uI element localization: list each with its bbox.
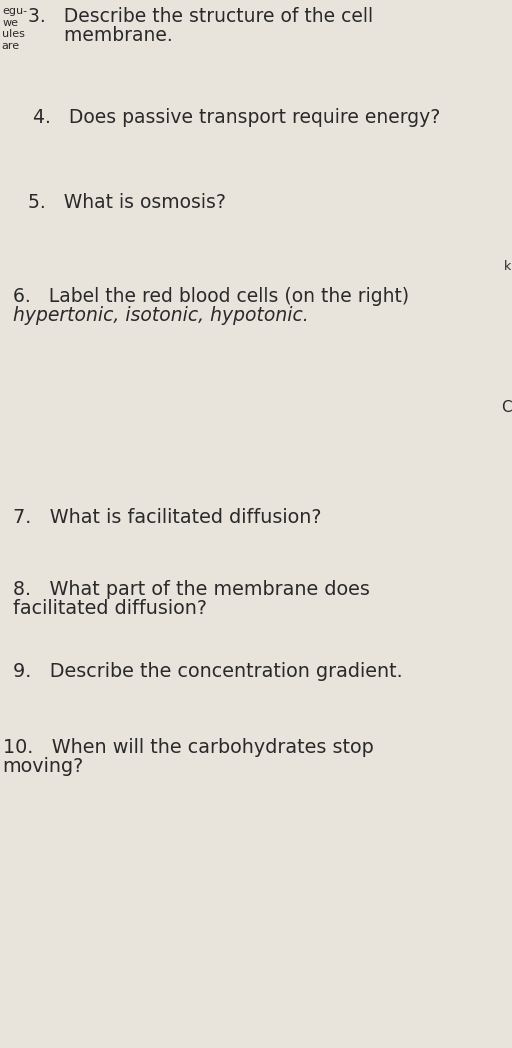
Text: 5.   What is osmosis?: 5. What is osmosis? xyxy=(28,193,226,212)
Text: 4.   Does passive transport require energy?: 4. Does passive transport require energy… xyxy=(33,108,440,127)
Text: C: C xyxy=(501,400,511,415)
Text: 10.   When will the carbohydrates stop: 10. When will the carbohydrates stop xyxy=(3,738,373,757)
Text: ules: ules xyxy=(2,29,25,40)
Text: egu-: egu- xyxy=(3,6,28,17)
Text: 9.   Describe the concentration gradient.: 9. Describe the concentration gradient. xyxy=(13,662,402,681)
Text: facilitated diffusion?: facilitated diffusion? xyxy=(13,599,207,618)
Text: 3.   Describe the structure of the cell: 3. Describe the structure of the cell xyxy=(28,7,373,26)
Text: are: are xyxy=(2,41,19,51)
Text: membrane.: membrane. xyxy=(28,26,173,45)
Text: 6.   Label the red blood cells (on the right): 6. Label the red blood cells (on the rig… xyxy=(13,287,409,306)
Text: hypertonic, isotonic, hypotonic.: hypertonic, isotonic, hypotonic. xyxy=(13,306,309,325)
Text: we: we xyxy=(3,18,18,28)
Text: 8.   What part of the membrane does: 8. What part of the membrane does xyxy=(13,580,370,598)
Text: k: k xyxy=(504,260,511,272)
Text: 7.   What is facilitated diffusion?: 7. What is facilitated diffusion? xyxy=(13,508,322,527)
Text: moving?: moving? xyxy=(3,758,84,777)
